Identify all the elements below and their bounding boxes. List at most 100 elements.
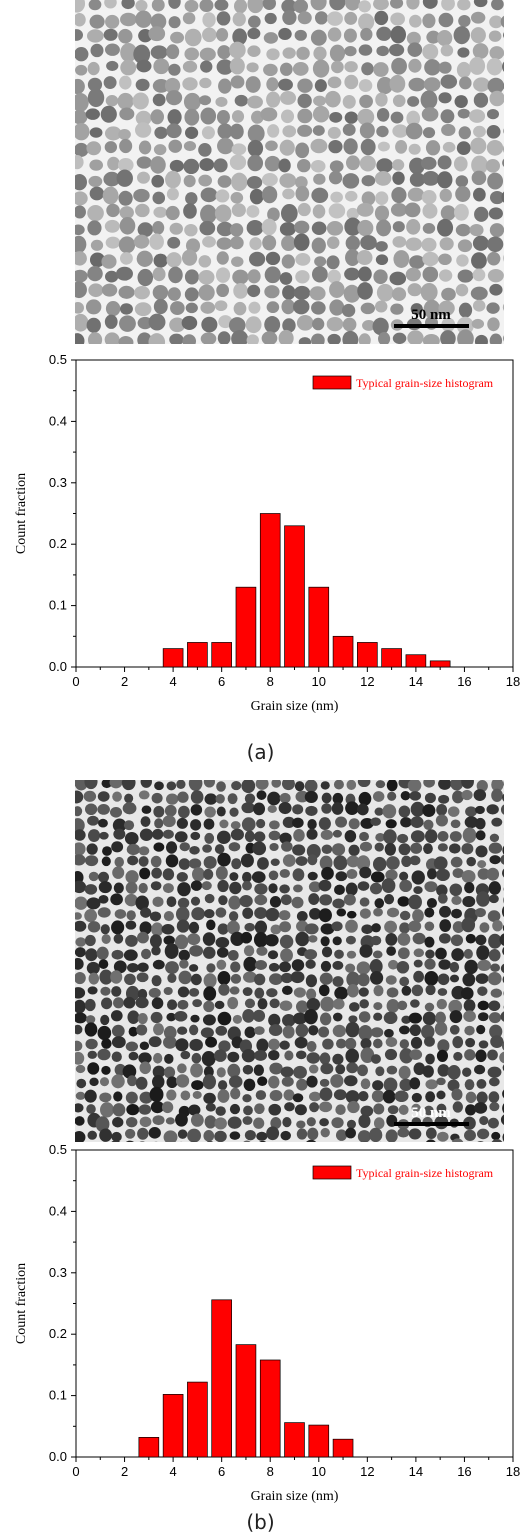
grain: [281, 299, 295, 315]
grain: [109, 807, 123, 818]
grain: [282, 318, 296, 333]
grain: [216, 237, 232, 250]
grain: [127, 855, 139, 866]
grain: [320, 1062, 334, 1075]
grain: [296, 315, 314, 331]
grain: [101, 1065, 111, 1075]
grain: [421, 107, 439, 122]
grain: [125, 1091, 138, 1104]
grain: [97, 907, 111, 918]
grain: [345, 235, 360, 251]
grain: [312, 204, 326, 219]
grain: [451, 1088, 463, 1101]
grain: [242, 907, 254, 919]
grain: [234, 94, 248, 107]
grain: [261, 185, 278, 204]
grain: [281, 985, 293, 996]
grain: [113, 828, 126, 840]
grain: [215, 794, 225, 804]
grain: [132, 92, 149, 110]
grain: [218, 1040, 231, 1052]
grain: [85, 108, 100, 120]
grain: [327, 333, 341, 344]
grain: [280, 948, 293, 963]
grain: [335, 1064, 346, 1075]
grain: [306, 1075, 318, 1088]
grain: [267, 207, 280, 222]
grain: [479, 1116, 489, 1126]
grain: [436, 1049, 449, 1062]
grain: [152, 959, 165, 970]
grain: [110, 970, 123, 984]
grain: [75, 896, 88, 910]
grain: [264, 316, 281, 334]
grain: [463, 1116, 476, 1130]
grain: [260, 107, 278, 122]
grain: [486, 302, 500, 314]
grain: [463, 999, 476, 1012]
grain: [318, 817, 331, 831]
x-tick-label: 16: [457, 1464, 471, 1479]
grain: [203, 868, 214, 880]
grain: [440, 44, 454, 57]
grain: [499, 1051, 504, 1064]
grain: [202, 1014, 216, 1026]
grain: [400, 791, 411, 801]
grain: [310, 138, 328, 154]
grain: [163, 1036, 177, 1049]
grain: [119, 206, 134, 220]
grain: [294, 176, 308, 189]
grain: [175, 1113, 188, 1127]
grain: [85, 855, 99, 867]
grain: [335, 1129, 348, 1141]
grain: [215, 936, 230, 948]
histogram-bar: [211, 642, 232, 668]
grain: [215, 189, 230, 203]
grain: [217, 45, 231, 60]
grain: [188, 988, 200, 997]
grain: [329, 0, 346, 11]
grain: [178, 949, 190, 961]
grain: [266, 77, 279, 92]
grain: [452, 921, 465, 934]
grain: [487, 971, 502, 986]
grain: [254, 920, 268, 935]
grain: [127, 1075, 138, 1087]
grain: [384, 1028, 394, 1038]
grain: [295, 931, 310, 947]
grain: [227, 1051, 240, 1063]
grain: [203, 856, 217, 869]
grain: [167, 287, 181, 301]
grain: [140, 816, 151, 827]
grain: [87, 77, 103, 92]
grain: [341, 303, 356, 318]
grain: [344, 0, 361, 11]
grain: [97, 804, 110, 815]
grain: [107, 156, 120, 171]
grain: [358, 791, 372, 806]
grain: [326, 316, 344, 332]
grain: [295, 270, 310, 284]
grain: [254, 1103, 265, 1115]
grain: [373, 1117, 385, 1130]
grain: [183, 203, 197, 219]
grain: [253, 973, 266, 986]
grain: [100, 1014, 110, 1026]
grain: [503, 128, 504, 134]
grain: [99, 1077, 110, 1087]
grain: [75, 142, 89, 157]
grain: [230, 75, 245, 89]
grain: [112, 1103, 126, 1117]
grain: [123, 820, 135, 831]
grain: [487, 1049, 498, 1061]
grain: [152, 1065, 166, 1079]
grain: [397, 947, 410, 960]
grain: [113, 882, 124, 894]
grain: [284, 1102, 295, 1112]
grain: [104, 219, 120, 233]
grain: [179, 842, 190, 852]
grain: [204, 793, 218, 805]
grain: [393, 250, 410, 268]
grain: [476, 1128, 490, 1140]
grain: [382, 804, 397, 819]
